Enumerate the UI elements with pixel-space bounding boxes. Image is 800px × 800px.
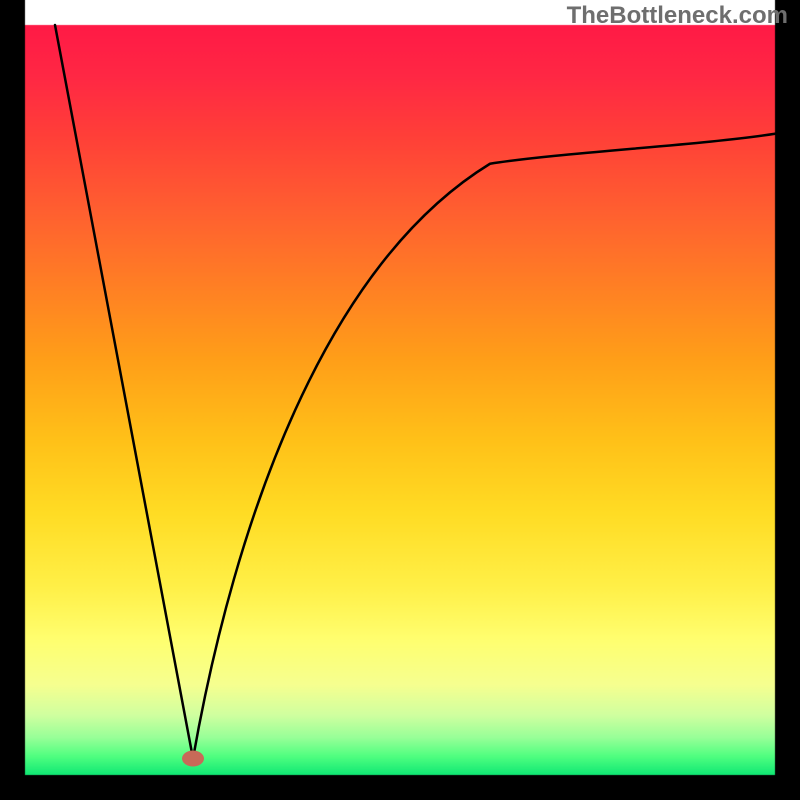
watermark-text: TheBottleneck.com — [567, 2, 788, 30]
chart-container: TheBottleneck.com — [0, 0, 800, 800]
gradient-background — [0, 0, 800, 800]
